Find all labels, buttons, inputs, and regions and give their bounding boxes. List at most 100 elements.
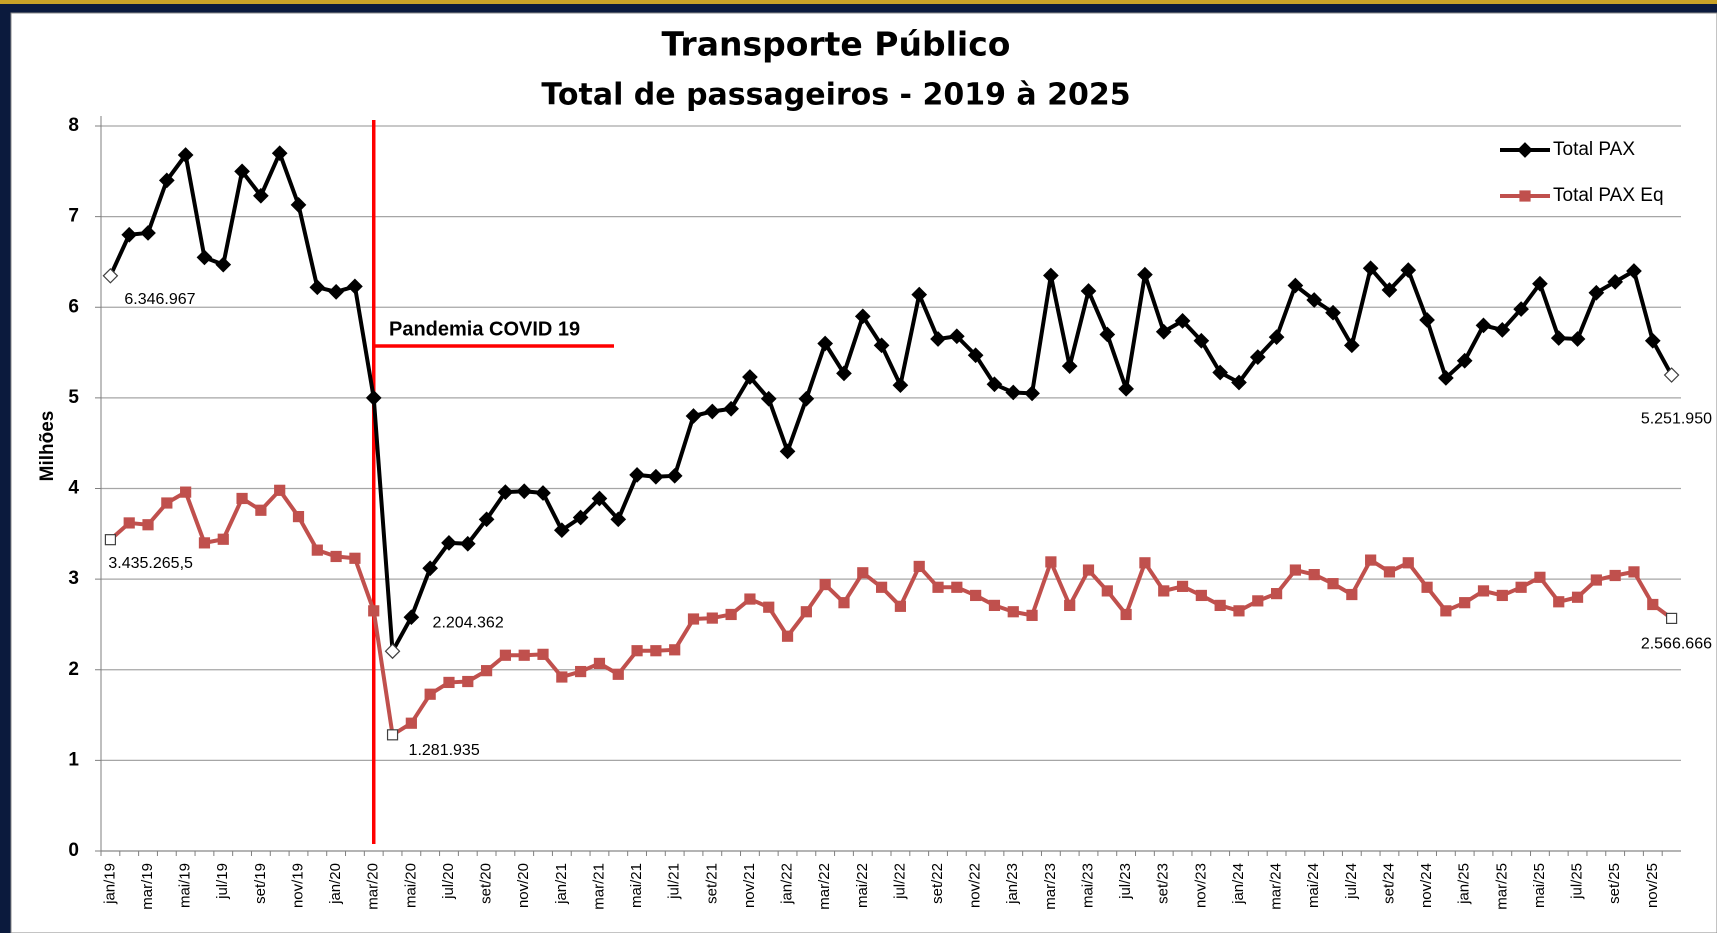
data-point (422, 560, 439, 577)
data-point (948, 328, 965, 345)
x-tick-label: mai/20 (402, 863, 419, 908)
x-tick-label: nov/25 (1644, 863, 1661, 908)
data-point (1212, 364, 1229, 381)
data-point (875, 581, 888, 593)
data-point (1569, 331, 1586, 347)
data-point (1440, 605, 1452, 617)
x-tick-label: set/21 (703, 863, 720, 904)
data-point (1665, 612, 1678, 624)
x-tick-label: nov/23 (1192, 863, 1209, 908)
x-tick-label: set/19 (252, 863, 269, 904)
data-point (610, 511, 627, 528)
data-point (196, 249, 213, 266)
data-point (1024, 385, 1040, 402)
data-point (553, 522, 570, 539)
data-point (441, 535, 457, 551)
series-line (108, 151, 1674, 654)
data-point (1231, 374, 1247, 391)
data-point (1475, 317, 1492, 334)
data-point (744, 593, 756, 605)
data-point (1438, 370, 1454, 386)
legend-label: Total PAX (1553, 139, 1635, 160)
data-point (1496, 589, 1508, 602)
data-point (1214, 599, 1226, 612)
data-point (330, 550, 342, 563)
data-point (706, 612, 718, 624)
data-point (1099, 326, 1116, 343)
data-point (1327, 578, 1339, 590)
data-point (666, 467, 683, 484)
data-point (1289, 564, 1302, 576)
data-point (1252, 595, 1264, 607)
data-point (779, 443, 796, 460)
data-point (1365, 554, 1377, 566)
data-point (1120, 608, 1132, 621)
data-point (1607, 274, 1624, 290)
data-point (1644, 332, 1661, 349)
data-point (1628, 566, 1640, 578)
data-point (986, 376, 1003, 393)
data-point (1174, 312, 1191, 329)
chart-area (10, 12, 1717, 933)
y-tick-label: 5 (68, 387, 79, 408)
data-point (349, 552, 361, 564)
data-point (556, 671, 568, 683)
x-tick-label: mai/25 (1531, 863, 1548, 908)
data-point (817, 335, 834, 352)
data-point (836, 365, 852, 382)
data-point (1158, 585, 1170, 597)
data-point (123, 517, 135, 529)
data-point (892, 377, 909, 394)
data-point (800, 606, 812, 618)
data-point (1419, 312, 1435, 328)
data-point (629, 467, 645, 483)
data-point (1043, 267, 1059, 284)
data-point (760, 390, 777, 407)
x-tick-label: nov/21 (741, 863, 758, 908)
data-point (1400, 262, 1417, 278)
legend-label: Total PAX Eq (1553, 185, 1664, 206)
x-tick-label: mai/19 (177, 863, 194, 908)
data-point (1064, 599, 1076, 612)
x-tick-label: jul/20 (440, 863, 457, 900)
data-point (970, 589, 982, 602)
data-label: 2.566.666 (1641, 636, 1712, 653)
x-tick-label: nov/24 (1418, 863, 1435, 908)
data-point (1287, 277, 1304, 294)
data-point (1082, 564, 1095, 576)
x-tick-label: jan/20 (327, 863, 344, 905)
data-point (1118, 380, 1134, 397)
data-point (161, 497, 173, 509)
data-point (1268, 329, 1285, 346)
data-point (1007, 606, 1019, 618)
data-point (1534, 571, 1546, 583)
x-tick-label: set/25 (1606, 863, 1623, 904)
x-tick-label: jul/19 (214, 863, 231, 900)
data-point (798, 390, 815, 407)
data-point (911, 286, 928, 303)
data-point (292, 510, 305, 523)
data-point (1306, 292, 1323, 308)
data-point (499, 649, 512, 661)
data-point (1233, 605, 1245, 617)
data-point (177, 147, 194, 163)
data-point (704, 403, 721, 420)
data-point (253, 187, 269, 204)
x-tick-label: set/20 (478, 863, 495, 904)
data-point (1155, 323, 1172, 340)
data-point (685, 408, 702, 424)
data-point (1477, 585, 1490, 597)
data-point (480, 665, 493, 677)
data-point (478, 511, 495, 528)
data-point (121, 226, 138, 243)
data-point (443, 676, 455, 689)
data-point (1459, 597, 1471, 609)
data-point (1532, 275, 1548, 292)
data-point (217, 533, 229, 545)
data-point (215, 256, 232, 273)
x-tick-label: jan/22 (779, 863, 796, 905)
y-tick-label: 4 (68, 478, 79, 499)
x-tick-label: mai/21 (628, 863, 645, 908)
data-point (591, 490, 608, 507)
